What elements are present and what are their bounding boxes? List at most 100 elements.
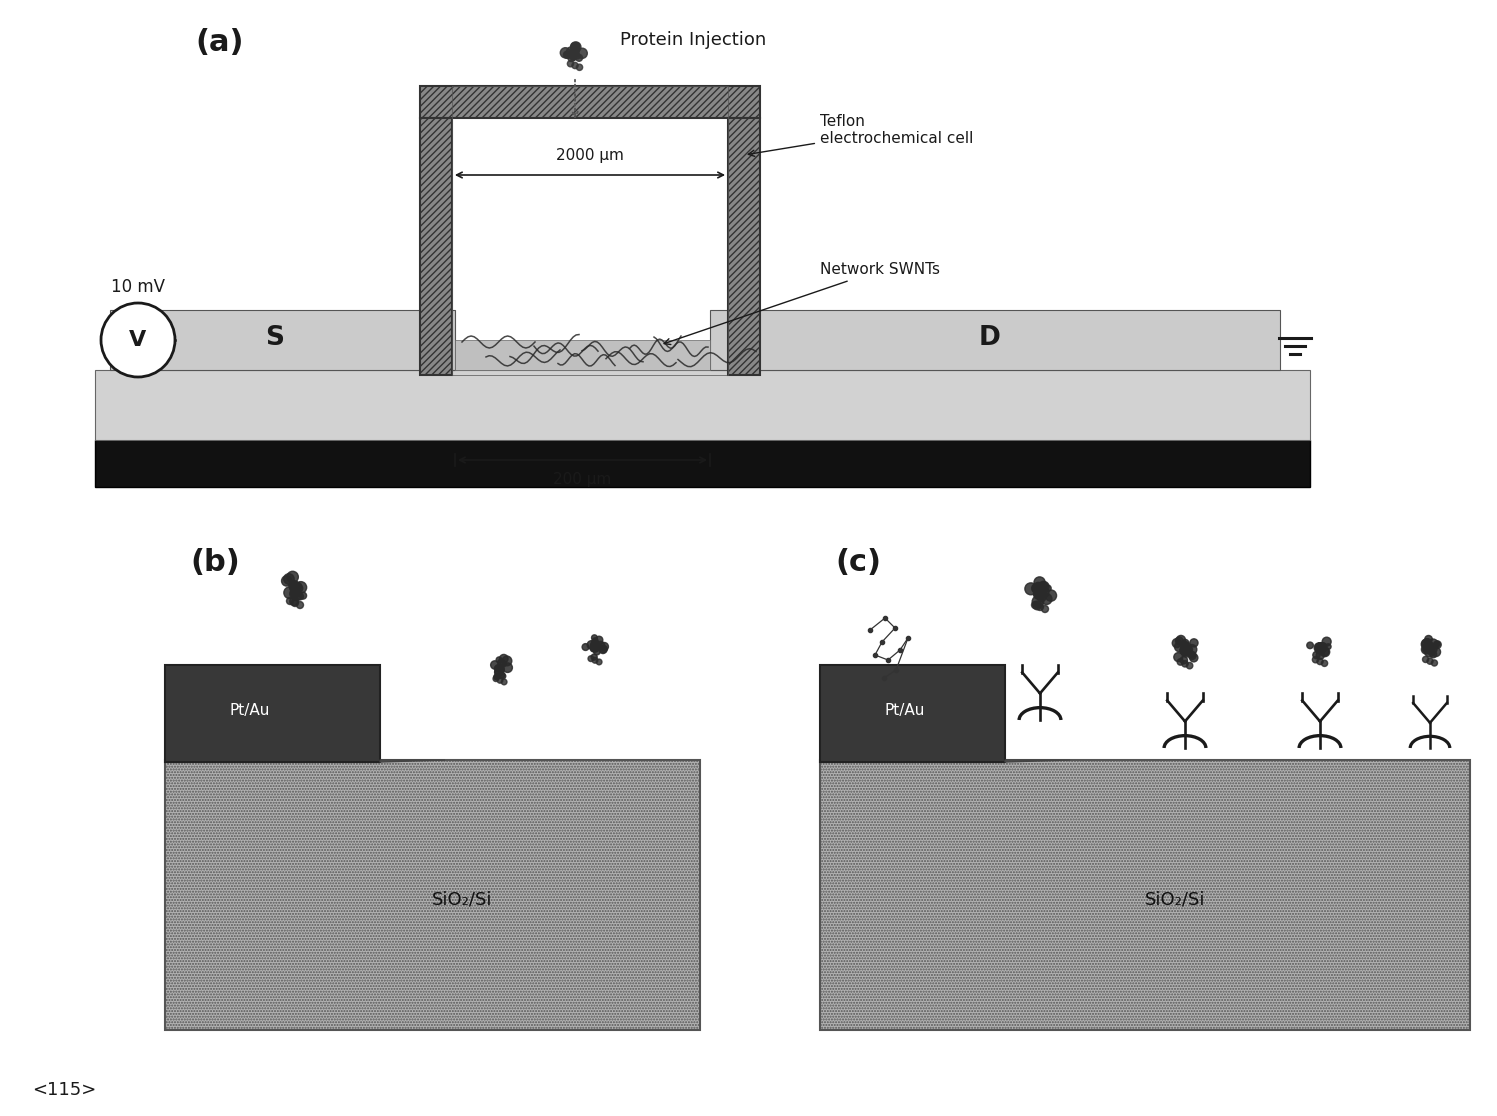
- Circle shape: [1037, 587, 1045, 595]
- Circle shape: [1322, 637, 1331, 646]
- Circle shape: [570, 48, 579, 57]
- Circle shape: [588, 656, 594, 662]
- Circle shape: [1325, 644, 1331, 650]
- Circle shape: [1034, 577, 1045, 588]
- Circle shape: [1316, 647, 1322, 654]
- Circle shape: [496, 667, 503, 675]
- Circle shape: [1174, 653, 1183, 662]
- Circle shape: [1317, 643, 1325, 651]
- Circle shape: [1033, 589, 1043, 599]
- Circle shape: [290, 584, 299, 593]
- Circle shape: [1425, 643, 1436, 652]
- Circle shape: [290, 585, 299, 593]
- Polygon shape: [820, 760, 1470, 1030]
- Circle shape: [1424, 643, 1430, 650]
- Circle shape: [1422, 638, 1433, 650]
- Circle shape: [292, 599, 298, 606]
- Circle shape: [497, 665, 501, 670]
- Polygon shape: [421, 86, 760, 118]
- Circle shape: [1425, 645, 1433, 653]
- Circle shape: [494, 668, 503, 676]
- Circle shape: [1421, 639, 1431, 650]
- Circle shape: [287, 571, 298, 583]
- Circle shape: [591, 635, 597, 641]
- Circle shape: [500, 661, 506, 667]
- Circle shape: [1045, 585, 1051, 591]
- Circle shape: [494, 674, 500, 680]
- Circle shape: [1025, 583, 1037, 595]
- Circle shape: [1187, 663, 1193, 668]
- Text: Protein Injection: Protein Injection: [620, 31, 766, 49]
- Circle shape: [1181, 647, 1192, 657]
- Circle shape: [1317, 643, 1325, 651]
- Text: 2000 μm: 2000 μm: [555, 148, 624, 163]
- Circle shape: [494, 674, 499, 679]
- Circle shape: [500, 654, 507, 663]
- Circle shape: [567, 55, 575, 61]
- Circle shape: [491, 661, 499, 670]
- Circle shape: [1431, 647, 1440, 656]
- Circle shape: [1042, 606, 1048, 613]
- Circle shape: [564, 51, 572, 58]
- Polygon shape: [421, 118, 452, 375]
- Circle shape: [292, 586, 298, 591]
- Circle shape: [573, 42, 579, 49]
- Text: (b): (b): [190, 548, 240, 577]
- Circle shape: [1314, 643, 1326, 654]
- Circle shape: [1034, 583, 1042, 590]
- Circle shape: [1322, 661, 1328, 666]
- Circle shape: [1186, 646, 1193, 653]
- Circle shape: [497, 672, 504, 679]
- Circle shape: [1037, 587, 1049, 598]
- Circle shape: [497, 660, 504, 666]
- Circle shape: [1181, 661, 1189, 667]
- Polygon shape: [455, 340, 710, 371]
- Circle shape: [283, 574, 295, 585]
- Circle shape: [290, 584, 299, 593]
- Circle shape: [503, 663, 512, 673]
- Text: Pt/Au: Pt/Au: [885, 702, 925, 718]
- Circle shape: [1316, 644, 1323, 652]
- Text: SiO₂/Si: SiO₂/Si: [1145, 891, 1205, 910]
- Text: (a): (a): [195, 28, 244, 57]
- Circle shape: [1424, 638, 1431, 645]
- Circle shape: [1036, 604, 1043, 610]
- Circle shape: [299, 593, 307, 599]
- Circle shape: [1033, 587, 1045, 598]
- Polygon shape: [728, 118, 760, 375]
- Circle shape: [566, 47, 576, 56]
- Circle shape: [290, 583, 301, 593]
- Text: <115>: <115>: [31, 1081, 96, 1099]
- Circle shape: [570, 45, 578, 52]
- Circle shape: [1434, 642, 1440, 647]
- Text: 200 μm: 200 μm: [554, 472, 612, 487]
- Circle shape: [1180, 646, 1190, 655]
- Circle shape: [1314, 643, 1323, 653]
- Circle shape: [500, 673, 506, 679]
- Circle shape: [1031, 596, 1043, 607]
- Circle shape: [289, 581, 298, 590]
- Circle shape: [292, 591, 301, 600]
- Circle shape: [289, 580, 299, 591]
- Circle shape: [1180, 645, 1190, 655]
- Circle shape: [1187, 645, 1196, 655]
- Circle shape: [1181, 642, 1189, 648]
- Circle shape: [1317, 643, 1326, 653]
- Polygon shape: [380, 760, 445, 762]
- Circle shape: [1430, 651, 1437, 657]
- Circle shape: [591, 654, 597, 661]
- Circle shape: [576, 48, 587, 58]
- Circle shape: [1177, 658, 1184, 665]
- Circle shape: [572, 44, 578, 50]
- Polygon shape: [165, 665, 380, 762]
- Circle shape: [1307, 642, 1313, 648]
- Circle shape: [496, 664, 504, 672]
- Circle shape: [1036, 588, 1042, 596]
- Circle shape: [570, 48, 579, 56]
- Circle shape: [1040, 594, 1052, 605]
- Circle shape: [501, 679, 507, 685]
- Circle shape: [284, 587, 295, 598]
- Circle shape: [1033, 602, 1042, 609]
- Circle shape: [1422, 656, 1428, 663]
- Circle shape: [1317, 644, 1323, 651]
